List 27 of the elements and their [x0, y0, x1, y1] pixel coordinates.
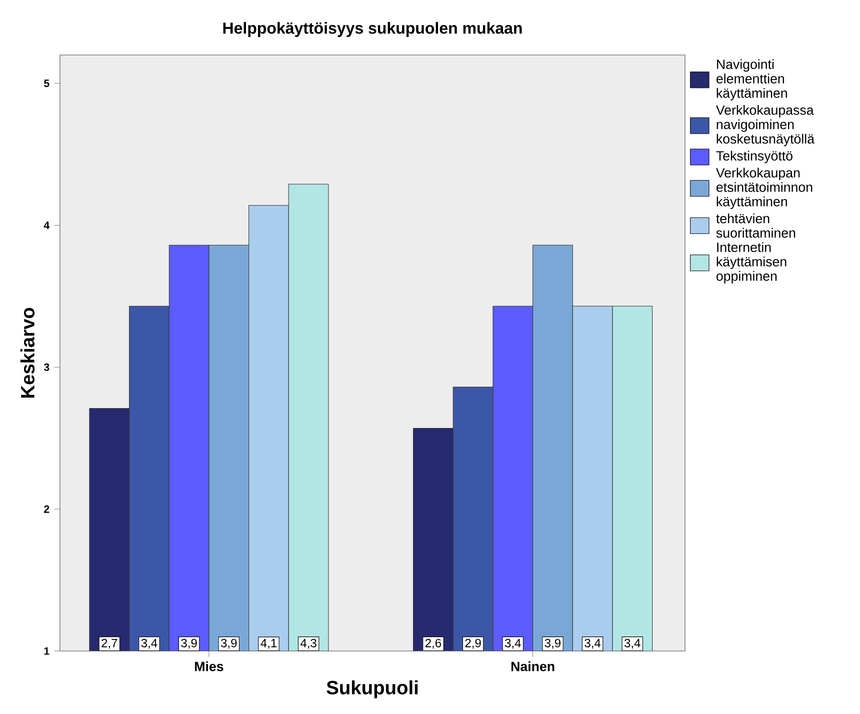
chart-title: Helppokäyttöisyys sukupuolen mukaan — [223, 22, 522, 37]
data-label: 3,4 — [624, 638, 640, 649]
x-axis-title: Sukupuoli — [326, 680, 418, 698]
legend-label: Verkkokaupassa navigoiminen kosketusnäytöllä — [716, 105, 815, 146]
data-label: 2,6 — [425, 638, 442, 649]
data-label: 3,9 — [221, 638, 237, 649]
legend-label: Internetin käyttämisen oppiminen — [716, 242, 786, 284]
y-tick-label: 3 — [44, 363, 50, 371]
data-label: 3,9 — [544, 638, 560, 649]
y-tick-label: 5 — [44, 80, 50, 88]
data-label: 2,7 — [102, 638, 118, 649]
data-label: 3,4 — [505, 638, 521, 649]
legend-label: Navigointi elementtien käyttäminen — [716, 59, 787, 100]
x-tick-label: Mies — [195, 661, 224, 672]
y-axis-title: Keskiarvo — [20, 308, 35, 398]
x-tick-label: Nainen — [511, 661, 554, 672]
data-label: 3,4 — [584, 638, 601, 649]
data-label: 4,3 — [300, 638, 316, 649]
data-label: 3,9 — [181, 638, 197, 649]
y-tick-label: 1 — [44, 647, 50, 655]
legend-label: tehtävien suorittaminen — [716, 214, 796, 238]
data-label: 4,1 — [260, 638, 276, 649]
y-tick-label: 4 — [44, 222, 50, 229]
data-label: 3,4 — [141, 638, 158, 649]
data-label: 2,9 — [465, 638, 481, 649]
y-tick-label: 2 — [44, 505, 50, 513]
legend-label: Tekstinsyöttö — [716, 150, 792, 164]
